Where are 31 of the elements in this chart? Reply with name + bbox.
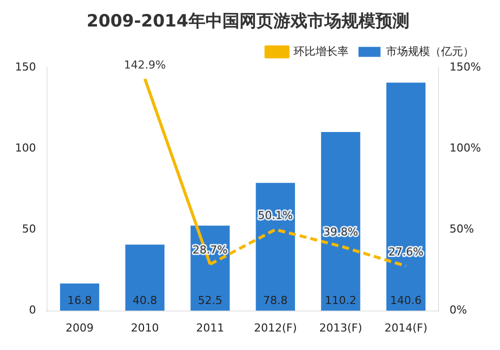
y2-tick-label: 100% (450, 141, 482, 154)
y2-tick-label: 0% (450, 304, 468, 317)
bar (321, 132, 360, 311)
data-label: 52.5 (198, 294, 222, 308)
data-label: 27.6% (388, 245, 424, 258)
data-label: 50.1% (258, 208, 293, 222)
legend-label: 市场规模（亿元） (386, 44, 474, 58)
data-label: 39.8% (323, 226, 358, 239)
x-tick-label: 2012(F) (254, 321, 297, 334)
data-label: 142.9% (124, 58, 166, 72)
legend-label: 环比增长率 (294, 44, 348, 58)
data-label: 16.8 (67, 294, 92, 308)
x-tick-label: 2014(F) (384, 321, 428, 334)
data-label: 40.8 (132, 294, 158, 308)
data-label: 140.6 (390, 294, 422, 308)
chart-title: 2009-2014年中国网页游戏市场规模预测 (86, 12, 410, 32)
y2-tick-label: 150% (450, 60, 482, 74)
data-label: 78.8 (263, 294, 288, 308)
bar (60, 284, 100, 311)
y2-tick-label: 50% (450, 222, 474, 236)
y-tick-label: 50 (22, 222, 36, 236)
x-tick-label: 2011 (196, 321, 224, 334)
x-tick-label: 2013(F) (319, 321, 362, 334)
y-tick-label: 150 (14, 60, 36, 74)
bar (125, 244, 164, 311)
data-label: 110.2 (324, 294, 356, 308)
x-tick-label: 2010 (130, 321, 159, 334)
y-tick-label: 100 (14, 141, 36, 154)
y-tick-label: 0 (28, 304, 36, 317)
bar (386, 82, 426, 311)
x-tick-label: 2009 (66, 321, 94, 334)
